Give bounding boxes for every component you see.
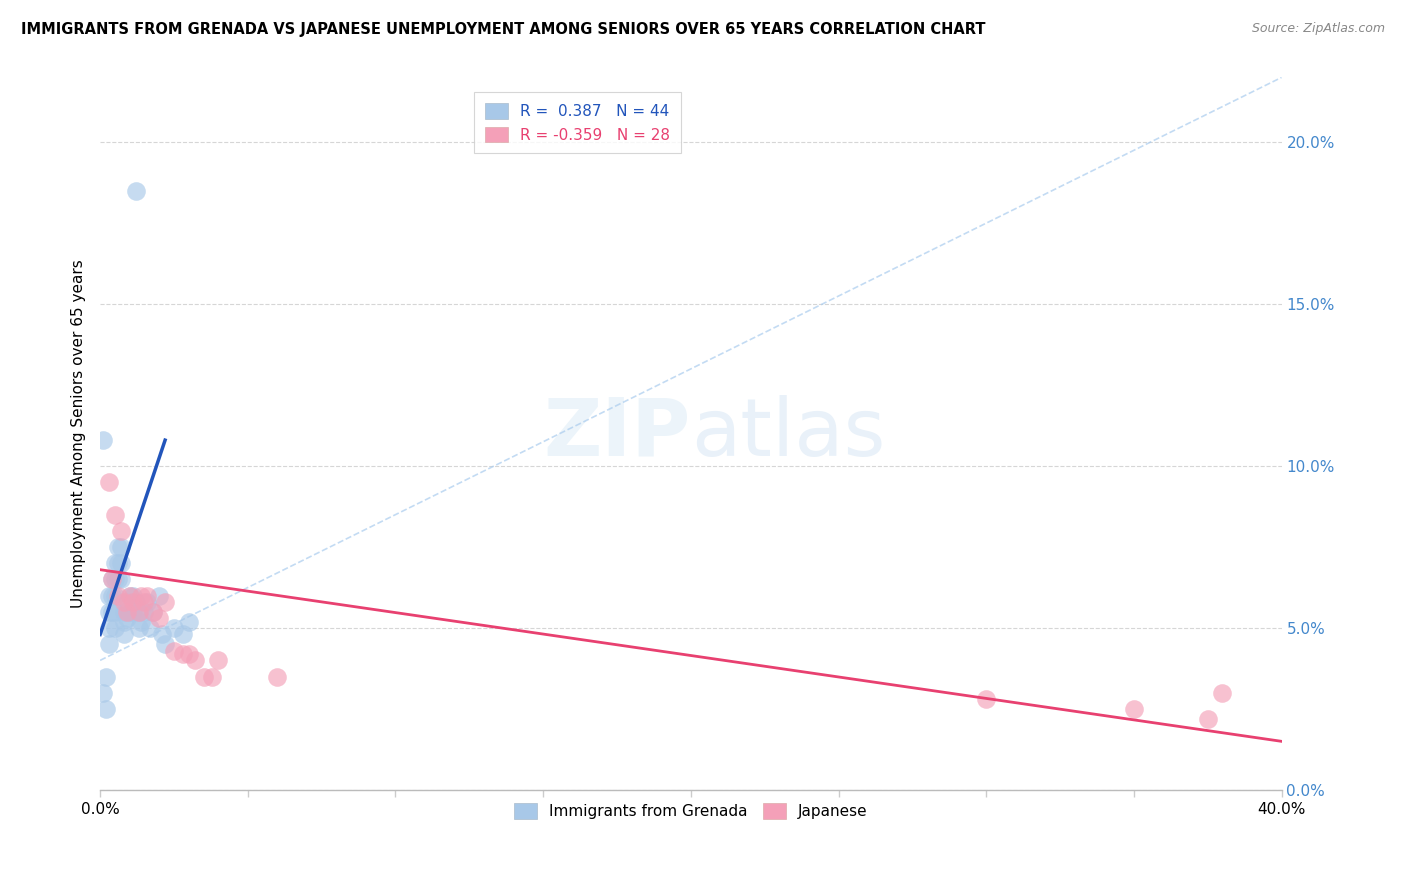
Point	[112, 627, 135, 641]
Point	[172, 627, 194, 641]
Point	[121, 605, 143, 619]
Point	[124, 184, 146, 198]
Point	[98, 605, 121, 619]
Point	[139, 621, 162, 635]
Point	[134, 595, 156, 609]
Point	[91, 686, 114, 700]
Point	[94, 702, 117, 716]
Text: Source: ZipAtlas.com: Source: ZipAtlas.com	[1251, 22, 1385, 36]
Y-axis label: Unemployment Among Seniors over 65 years: Unemployment Among Seniors over 65 years	[72, 260, 86, 608]
Point	[1122, 702, 1144, 716]
Point	[107, 573, 129, 587]
Point	[101, 573, 124, 587]
Point	[107, 589, 129, 603]
Point	[98, 621, 121, 635]
Point	[136, 589, 159, 603]
Point	[136, 595, 159, 609]
Point	[118, 605, 141, 619]
Legend: Immigrants from Grenada, Japanese: Immigrants from Grenada, Japanese	[508, 797, 873, 825]
Point	[115, 605, 138, 619]
Point	[112, 595, 135, 609]
Point	[107, 556, 129, 570]
Point	[104, 605, 127, 619]
Point	[121, 595, 143, 609]
Point	[91, 433, 114, 447]
Point	[110, 573, 132, 587]
Point	[107, 540, 129, 554]
Point	[98, 475, 121, 490]
Point	[115, 595, 138, 609]
Point	[110, 556, 132, 570]
Point	[172, 647, 194, 661]
Point	[266, 669, 288, 683]
Point	[101, 573, 124, 587]
Point	[101, 605, 124, 619]
Point	[104, 589, 127, 603]
Point	[131, 589, 153, 603]
Point	[121, 589, 143, 603]
Text: IMMIGRANTS FROM GRENADA VS JAPANESE UNEMPLOYMENT AMONG SENIORS OVER 65 YEARS COR: IMMIGRANTS FROM GRENADA VS JAPANESE UNEM…	[21, 22, 986, 37]
Point	[94, 669, 117, 683]
Text: ZIP: ZIP	[544, 394, 690, 473]
Point	[104, 508, 127, 522]
Point	[163, 643, 186, 657]
Point	[974, 692, 997, 706]
Point	[112, 605, 135, 619]
Point	[131, 615, 153, 629]
Point	[207, 653, 229, 667]
Point	[104, 621, 127, 635]
Point	[201, 669, 224, 683]
Point	[104, 573, 127, 587]
Point	[128, 605, 150, 619]
Point	[177, 615, 200, 629]
Point	[153, 637, 176, 651]
Point	[193, 669, 215, 683]
Point	[128, 605, 150, 619]
Point	[142, 605, 165, 619]
Point	[183, 653, 205, 667]
Point	[134, 605, 156, 619]
Point	[153, 595, 176, 609]
Point	[98, 589, 121, 603]
Point	[110, 524, 132, 538]
Point	[177, 647, 200, 661]
Point	[98, 637, 121, 651]
Point	[104, 556, 127, 570]
Point	[110, 540, 132, 554]
Point	[115, 611, 138, 625]
Point	[163, 621, 186, 635]
Point	[148, 611, 170, 625]
Point	[101, 589, 124, 603]
Text: atlas: atlas	[690, 394, 886, 473]
Point	[148, 589, 170, 603]
Point	[112, 615, 135, 629]
Point	[1197, 712, 1219, 726]
Point	[128, 621, 150, 635]
Point	[118, 589, 141, 603]
Point	[142, 605, 165, 619]
Point	[118, 589, 141, 603]
Point	[150, 627, 173, 641]
Point	[1211, 686, 1233, 700]
Point	[124, 595, 146, 609]
